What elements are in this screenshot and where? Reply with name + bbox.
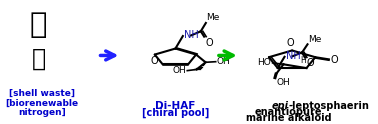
Text: O: O	[331, 55, 339, 65]
Text: O: O	[206, 38, 214, 48]
Text: Me: Me	[308, 35, 322, 44]
Text: Me: Me	[206, 14, 220, 22]
Text: enantiopure: enantiopure	[255, 107, 322, 117]
Text: O: O	[151, 56, 158, 66]
Text: Di-HAF: Di-HAF	[155, 101, 195, 111]
Text: 🦞: 🦞	[31, 47, 45, 71]
Text: NH: NH	[286, 51, 301, 61]
Text: [shell waste]: [shell waste]	[9, 89, 75, 98]
Text: OH: OH	[172, 66, 186, 75]
Text: 🦀: 🦀	[29, 11, 47, 39]
Text: O: O	[307, 58, 314, 68]
Text: H: H	[300, 56, 306, 65]
Text: nitrogen]: nitrogen]	[18, 108, 66, 117]
Text: marine alkaloid: marine alkaloid	[246, 113, 332, 123]
Text: NH: NH	[184, 30, 199, 40]
Text: -leptosphaerin: -leptosphaerin	[289, 101, 370, 111]
Text: O: O	[287, 38, 294, 48]
Text: OH: OH	[277, 78, 290, 87]
Text: HO: HO	[257, 58, 271, 67]
Text: OH: OH	[217, 57, 231, 66]
Text: epi: epi	[272, 101, 289, 111]
Text: [chiral pool]: [chiral pool]	[142, 108, 209, 118]
Text: [biorenewable: [biorenewable	[5, 99, 78, 108]
